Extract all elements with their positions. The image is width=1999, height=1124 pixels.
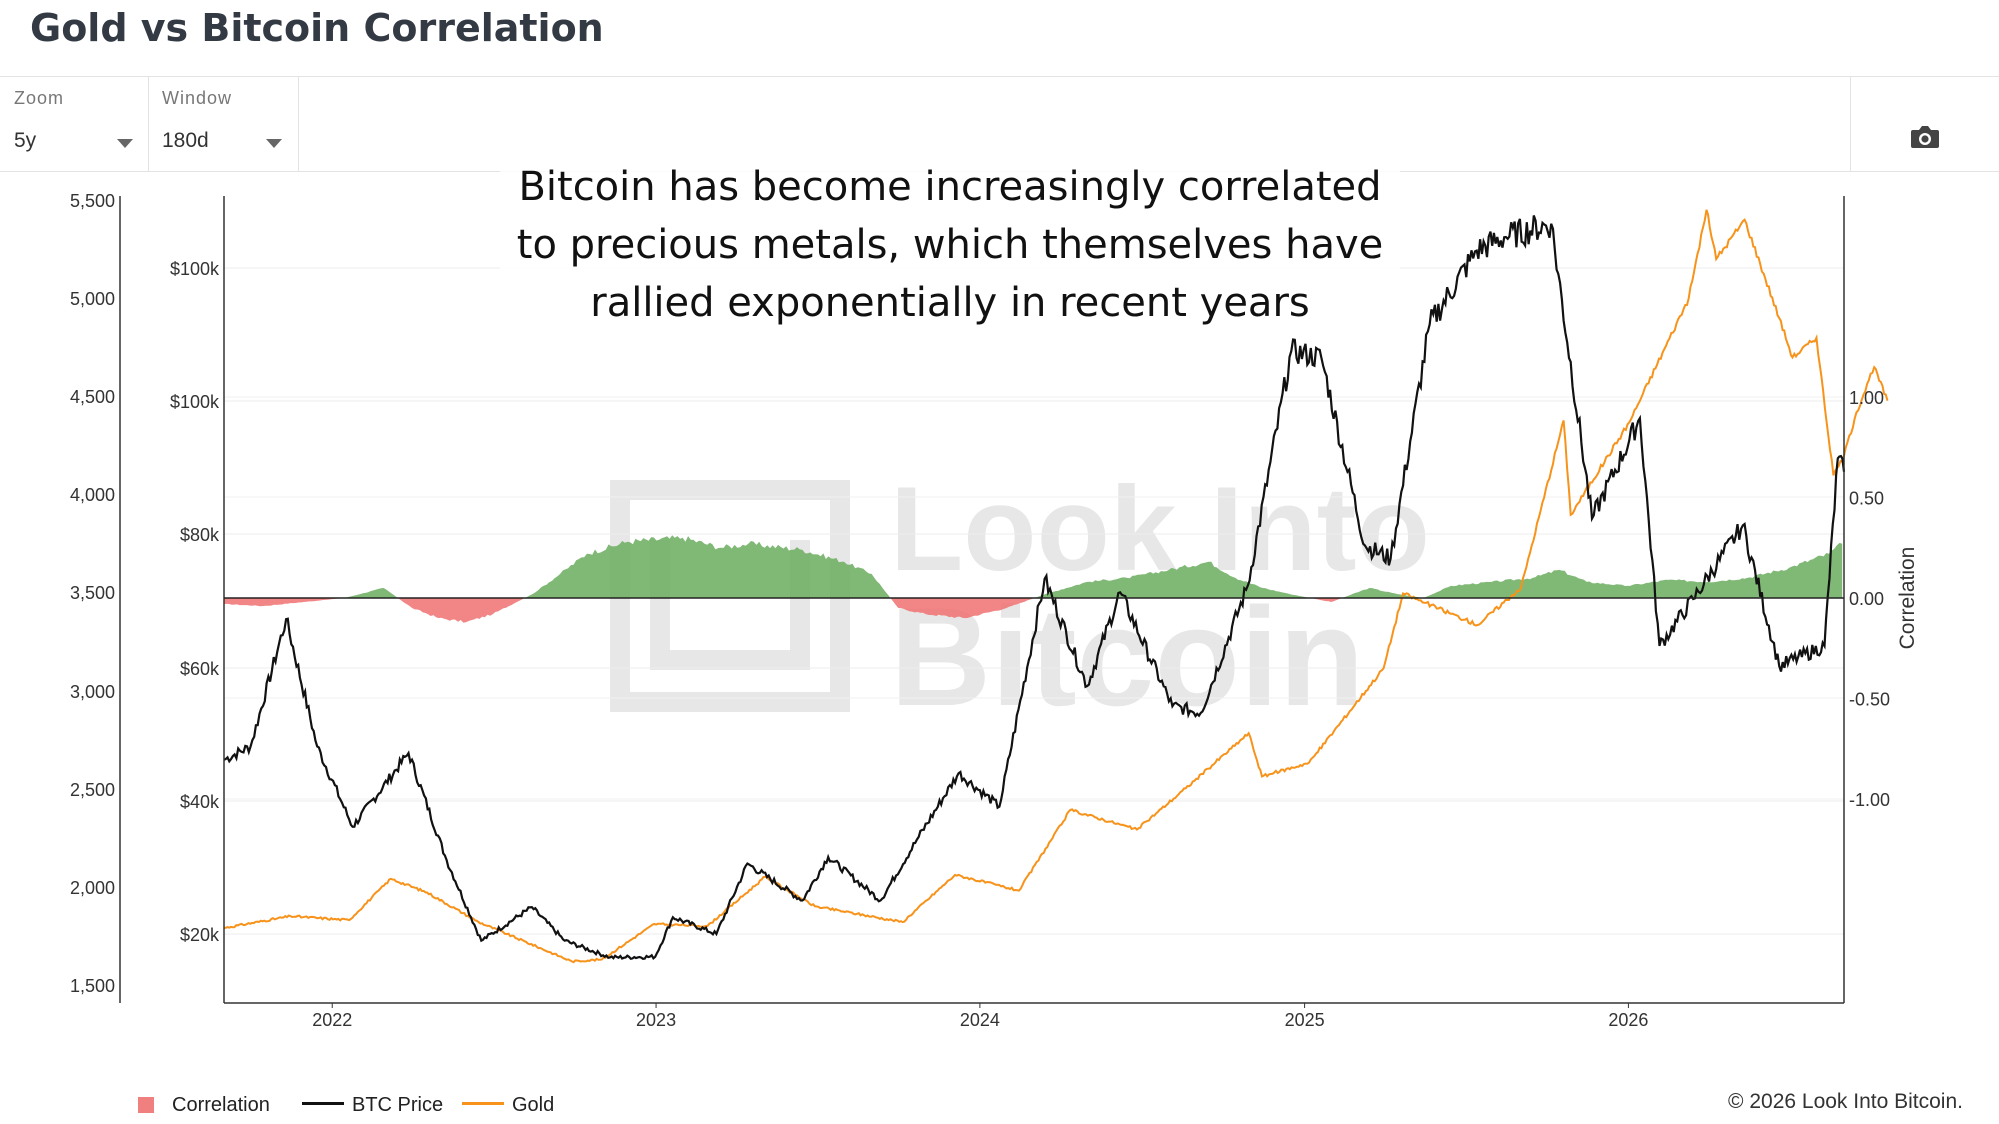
btc-axis-tick: $40k bbox=[180, 792, 220, 812]
right-axis-tick: 0.50 bbox=[1849, 489, 1884, 509]
legend-label: Correlation bbox=[172, 1094, 270, 1116]
zoom-dropdown[interactable]: Zoom 5y bbox=[0, 77, 149, 171]
chevron-down-icon bbox=[117, 139, 133, 148]
x-axis-tick: 2024 bbox=[960, 1010, 1000, 1030]
copyright: © 2026 Look Into Bitcoin. bbox=[1728, 1090, 1963, 1113]
btc-axis-tick: $100k bbox=[170, 259, 220, 279]
gold-line bbox=[223, 209, 1889, 964]
legend-label: Gold bbox=[512, 1094, 555, 1116]
window-dropdown[interactable]: Window 180d bbox=[148, 77, 299, 171]
left-axis-tick: 3,000 bbox=[70, 682, 115, 702]
btc-price-line bbox=[223, 215, 1846, 961]
right-axis-tick: 1.00 bbox=[1849, 388, 1884, 408]
zoom-label: Zoom bbox=[14, 88, 65, 108]
btc-axis-tick: $100k bbox=[170, 392, 220, 412]
left-axis-tick: 2,500 bbox=[70, 780, 115, 800]
legend-label: BTC Price bbox=[352, 1094, 444, 1116]
chart-annotation: Bitcoin has become increasingly correlat… bbox=[500, 158, 1400, 332]
legend-item-gold[interactable]: Gold bbox=[462, 1094, 554, 1117]
annotation-line: to precious metals, which themselves hav… bbox=[516, 222, 1384, 268]
zoom-value: 5y bbox=[14, 129, 37, 152]
window-label: Window bbox=[162, 88, 233, 108]
left-axis-tick: 5,000 bbox=[70, 289, 115, 309]
gold-swatch bbox=[462, 1102, 504, 1105]
right-axis-title: Correlation bbox=[1896, 547, 1919, 650]
chart-tick-labels: 5,500 5,000 4,500 4,000 3,500 3,000 2,500 2,000… bbox=[70, 191, 1919, 1030]
left-axis-tick: 3,500 bbox=[70, 583, 115, 603]
x-axis-tick: 2022 bbox=[312, 1010, 352, 1030]
left-axis-tick: 4,000 bbox=[70, 485, 115, 505]
annotation-line: rallied exponentially in recent years bbox=[590, 280, 1310, 326]
left-axis-tick: 5,500 bbox=[70, 191, 115, 211]
x-axis-tick: 2023 bbox=[636, 1010, 676, 1030]
right-axis-tick: 0.00 bbox=[1849, 589, 1884, 609]
window-value: 180d bbox=[162, 129, 209, 152]
btc-line-group bbox=[223, 215, 1846, 961]
chart-axes bbox=[119, 196, 1845, 1008]
btc-axis-tick: $20k bbox=[180, 925, 220, 945]
page-title: Gold vs Bitcoin Correlation bbox=[30, 6, 604, 50]
right-axis-tick: -0.50 bbox=[1849, 690, 1890, 710]
x-axis-tick: 2025 bbox=[1285, 1010, 1325, 1030]
correlation-area bbox=[224, 535, 1843, 623]
chevron-down-icon bbox=[266, 139, 282, 148]
legend-item-btc[interactable]: BTC Price bbox=[302, 1094, 443, 1117]
left-axis-tick: 4,500 bbox=[70, 387, 115, 407]
btc-axis-tick: $60k bbox=[180, 659, 220, 679]
legend-item-correlation[interactable]: Correlation bbox=[138, 1094, 270, 1117]
right-axis-tick: -1.00 bbox=[1849, 790, 1890, 810]
header-divider bbox=[0, 76, 1999, 77]
correlation-swatch bbox=[138, 1097, 154, 1113]
x-axis-tick: 2026 bbox=[1608, 1010, 1648, 1030]
left-axis-tick: 1,500 bbox=[70, 976, 115, 996]
gold-line-group bbox=[223, 209, 1889, 964]
camera-icon[interactable] bbox=[1910, 124, 1940, 150]
correlation-positive-area bbox=[224, 535, 1843, 598]
btc-axis-tick: $80k bbox=[180, 525, 220, 545]
btc-swatch bbox=[302, 1102, 344, 1105]
toolbar-right-section bbox=[1850, 77, 1999, 171]
annotation-line: Bitcoin has become increasingly correlat… bbox=[518, 164, 1382, 210]
left-axis-tick: 2,000 bbox=[70, 878, 115, 898]
